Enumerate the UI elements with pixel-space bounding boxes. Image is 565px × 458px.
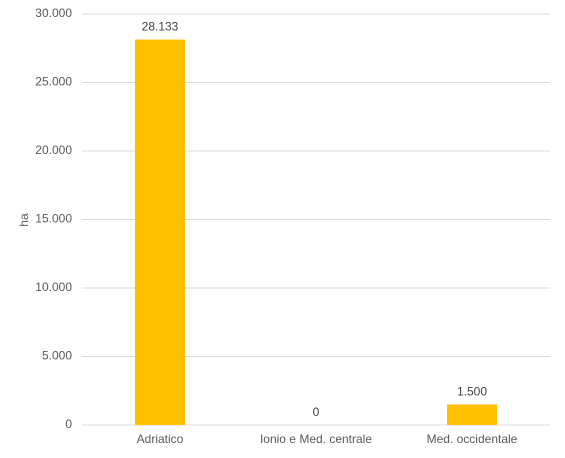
y-tick-label: 5.000 [42,349,72,363]
y-axis-label: ha [17,213,31,227]
x-tick-label: Med. occidentale [427,432,518,446]
y-tick-label: 25.000 [35,75,72,89]
bar [447,404,497,425]
y-tick-label: 20.000 [35,143,72,157]
value-label: 28.133 [142,20,179,34]
y-tick-label: 15.000 [35,212,72,226]
y-tick-label: 0 [65,417,72,431]
value-label: 1.500 [457,385,487,399]
y-tick-label: 10.000 [35,280,72,294]
x-tick-label: Ionio e Med. centrale [260,432,372,446]
bar [135,39,185,425]
y-tick-label: 30.000 [35,6,72,20]
value-label: 0 [313,405,320,419]
x-tick-label: Adriatico [137,432,184,446]
